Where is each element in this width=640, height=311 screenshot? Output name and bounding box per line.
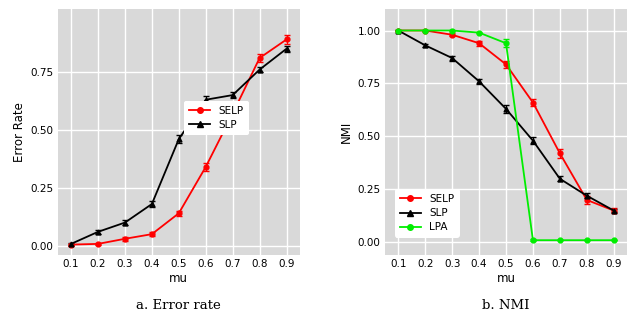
Text: b. NMI: b. NMI (483, 299, 530, 311)
X-axis label: mu: mu (497, 272, 515, 285)
Y-axis label: NMI: NMI (340, 121, 353, 143)
Legend: SELP, SLP: SELP, SLP (184, 100, 249, 135)
X-axis label: mu: mu (170, 272, 188, 285)
Legend: SELP, SLP, LPA: SELP, SLP, LPA (395, 189, 460, 238)
Text: a. Error rate: a. Error rate (136, 299, 221, 311)
Y-axis label: Error Rate: Error Rate (13, 102, 26, 162)
